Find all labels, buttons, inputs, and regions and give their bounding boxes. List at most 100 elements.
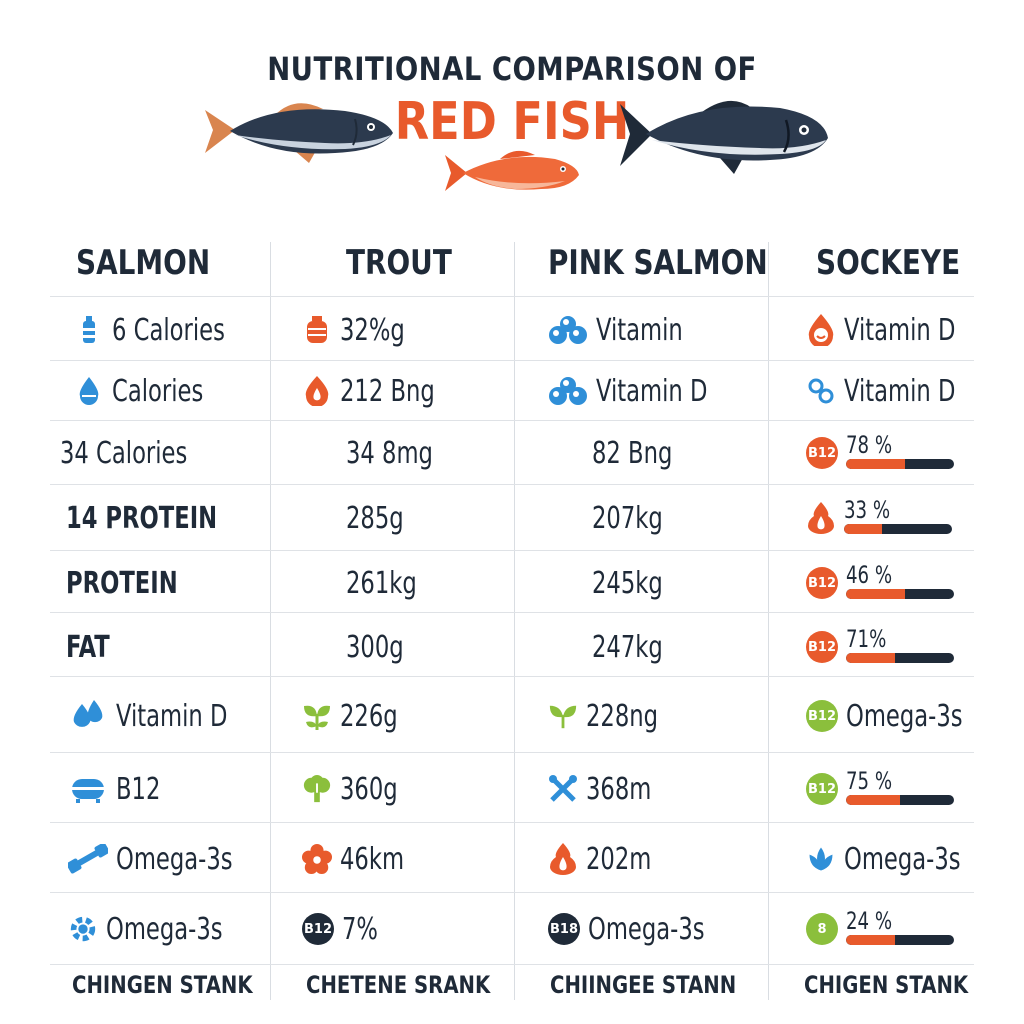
row-divider (50, 752, 974, 753)
cell-value: Omega-3s (844, 841, 961, 877)
table-cell: B18 Omega-3s (548, 895, 727, 963)
cell-value: PROTEIN (66, 565, 178, 601)
cell-value: Omega-3s (116, 841, 233, 877)
row-divider (50, 484, 974, 485)
footer-label: CHIINGEE STANN (550, 965, 777, 1005)
progress-cell: B12 78 % (806, 422, 954, 484)
lotus-icon (806, 844, 836, 874)
footer-label-text: CHIGEN STANK (804, 971, 969, 999)
column-header-salmon: SALMON (76, 230, 240, 296)
progress-value: 75 % (846, 767, 893, 795)
progress-bar: 33 % (844, 496, 952, 538)
b12-badge-icon: 8 (806, 913, 838, 945)
column-header-sockeye: SOCKEYE (816, 230, 992, 296)
capsule-icon (68, 774, 108, 804)
row-divider (50, 550, 974, 551)
cell-value: 368m (586, 771, 652, 807)
cell-value: Omega-3s (588, 911, 705, 947)
column-divider (514, 242, 515, 1000)
row-divider (50, 676, 974, 677)
footer-label-text: CHIINGEE STANN (550, 971, 737, 999)
cell-value: 212 Bng (340, 373, 435, 409)
table-cell: B12 7% (302, 895, 385, 963)
progress-value: 46 % (846, 561, 893, 589)
leaf-icon (302, 701, 332, 731)
trout-illustration (205, 103, 393, 163)
cell-value: Calories (112, 373, 204, 409)
table-cell: 34 8mg (346, 422, 450, 484)
title-line-1: NUTRITIONAL COMPARISON OF (267, 50, 757, 88)
salmon-illustration (620, 100, 828, 174)
table-cell: 202m (548, 825, 664, 893)
progress-cell: B12 46 % (806, 552, 954, 614)
table-cell: Vitamin D (806, 361, 977, 421)
table-cell: 300g (346, 615, 415, 679)
cell-value: Vitamin D (844, 373, 956, 409)
table-cell: 226g (302, 680, 409, 752)
progress-fill (846, 653, 895, 663)
vitamin-badge-icon: B18 (548, 913, 580, 945)
drop-icon (74, 376, 104, 406)
progress-cell: B12 71% (806, 615, 954, 679)
cell-value: 6 Calories (112, 312, 225, 348)
table-cell: 212 Bng (302, 361, 453, 421)
progress-track (846, 589, 954, 599)
progress-bar: 24 % (846, 907, 954, 949)
table-cell: B12 (68, 755, 169, 823)
red-fish-illustration (445, 150, 579, 191)
progress-bar: 46 % (846, 561, 954, 603)
table-cell: 228ng (548, 680, 672, 752)
progress-track (846, 653, 954, 663)
table-cell: 261kg (346, 552, 430, 614)
b12-badge-icon: B12 (806, 631, 838, 663)
table-cell: Omega-3s (68, 825, 255, 893)
cell-value: Omega-3s (846, 698, 963, 734)
row-divider (50, 296, 974, 297)
progress-track (846, 935, 954, 945)
cell-value: B12 (116, 771, 161, 807)
cell-value: Vitamin D (596, 373, 708, 409)
progress-value: 24 % (846, 907, 893, 935)
progress-cell: 8 24 % (806, 895, 954, 963)
row-divider (50, 612, 974, 613)
table-cell: FAT (66, 615, 118, 679)
table-cell: 245kg (592, 552, 676, 614)
cell-value: 34 8mg (346, 435, 433, 471)
cell-value: 228ng (586, 698, 659, 734)
table-cell: Calories (74, 361, 221, 421)
table-cell: 46km (302, 825, 416, 893)
header: NUTRITIONAL COMPARISON OF RED FISH (0, 0, 1024, 210)
cell-value: 226g (340, 698, 398, 734)
row-divider (50, 964, 974, 965)
molecule-icon (548, 376, 588, 406)
cell-value: 32%g (340, 312, 405, 348)
progress-track (844, 524, 952, 534)
broccoli-icon (302, 774, 332, 804)
table-cell: PROTEIN (66, 552, 199, 614)
cell-value: 247kg (592, 629, 663, 665)
column-divider (270, 242, 271, 1000)
row-divider (50, 892, 974, 893)
table-cell: Omega-3s (806, 825, 983, 893)
column-header-label: TROUT (346, 243, 452, 283)
progress-cell: B12 75 % (806, 755, 954, 823)
sprout-icon (548, 701, 578, 731)
column-divider (768, 242, 769, 1000)
cell-value: Vitamin (596, 312, 683, 348)
progress-bar: 75 % (846, 767, 954, 809)
table-cell: 34 Calories (60, 422, 212, 484)
column-header-trout: TROUT (346, 230, 475, 296)
progress-fill (844, 524, 882, 534)
column-header-pink-salmon: PINK SALMON (548, 230, 816, 296)
drop-face-icon (806, 314, 836, 346)
cell-value: 82 Bng (592, 435, 673, 471)
progress-track (846, 795, 954, 805)
footer-label-text: CHINGEN STANK (72, 971, 253, 999)
table-cell: Vitamin D (68, 680, 249, 752)
progress-value: 33 % (844, 496, 891, 524)
column-header-label: SOCKEYE (816, 243, 961, 283)
table-cell: 368m (548, 755, 664, 823)
cell-value: 202m (586, 841, 652, 877)
table-cell: Vitamin (548, 300, 699, 360)
b12-badge-icon: B12 (806, 567, 838, 599)
